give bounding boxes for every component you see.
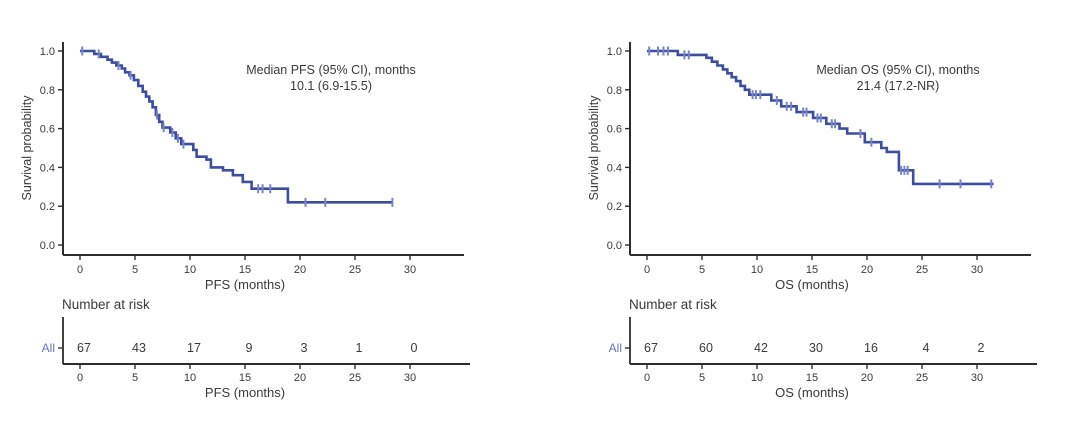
x-axis-title: PFS (months) bbox=[205, 277, 285, 292]
y-tick-label: 0.8 bbox=[607, 85, 622, 97]
risk-count: 2 bbox=[978, 341, 985, 355]
risk-count: 67 bbox=[77, 341, 91, 355]
risk-count: 60 bbox=[699, 341, 713, 355]
y-tick-label: 0.0 bbox=[607, 240, 622, 252]
risk-x-axis-title: OS (months) bbox=[775, 385, 849, 400]
risk-x-tick-label: 0 bbox=[644, 372, 650, 384]
number-at-risk-title: Number at risk bbox=[62, 297, 150, 312]
x-tick-label: 20 bbox=[294, 264, 306, 276]
risk-count: 16 bbox=[864, 341, 878, 355]
risk-x-tick-label: 30 bbox=[971, 372, 983, 384]
km-curve bbox=[80, 49, 393, 204]
x-tick-label: 30 bbox=[404, 264, 416, 276]
risk-count: 9 bbox=[246, 341, 253, 355]
y-tick-label: 1.0 bbox=[40, 46, 55, 58]
risk-x-tick-label: 0 bbox=[77, 372, 83, 384]
x-tick-label: 10 bbox=[751, 264, 763, 276]
risk-x-axis-title: PFS (months) bbox=[205, 385, 285, 400]
y-tick-label: 0.4 bbox=[607, 162, 622, 174]
y-tick-label: 0.2 bbox=[40, 201, 55, 213]
risk-x-tick-label: 5 bbox=[132, 372, 138, 384]
y-tick-label: 0.0 bbox=[40, 240, 55, 252]
risk-x-tick-label: 10 bbox=[751, 372, 763, 384]
os-chart-panel: 1.0 0.8 0.6 0.4 0.2 0.0 0 5 10 15 20 25 30 Survival p… bbox=[585, 12, 1055, 422]
y-tick-label: 0.4 bbox=[40, 162, 55, 174]
median-annotation-line2: 21.4 (17.2-NR) bbox=[857, 79, 940, 93]
risk-group-label: All bbox=[609, 341, 622, 355]
risk-x-tick-label: 30 bbox=[404, 372, 416, 384]
y-tick-label: 0.8 bbox=[40, 85, 55, 97]
x-tick-label: 15 bbox=[239, 264, 251, 276]
number-at-risk-title: Number at risk bbox=[629, 297, 717, 312]
risk-x-tick-label: 25 bbox=[916, 372, 928, 384]
x-tick-label: 25 bbox=[349, 264, 361, 276]
median-annotation-line1: Median OS (95% CI), months bbox=[816, 63, 979, 77]
risk-x-tick-label: 25 bbox=[349, 372, 361, 384]
risk-x-tick-label: 5 bbox=[699, 372, 705, 384]
x-tick-label: 0 bbox=[77, 264, 83, 276]
risk-count: 1 bbox=[356, 341, 363, 355]
risk-group-label: All bbox=[42, 341, 55, 355]
x-tick-label: 5 bbox=[699, 264, 705, 276]
risk-x-tick-label: 15 bbox=[806, 372, 818, 384]
x-tick-label: 25 bbox=[916, 264, 928, 276]
x-tick-label: 10 bbox=[184, 264, 196, 276]
y-axis-title: Survival probability bbox=[587, 95, 601, 201]
risk-x-tick-label: 10 bbox=[184, 372, 196, 384]
y-tick-label: 1.0 bbox=[607, 46, 622, 58]
risk-count: 30 bbox=[809, 341, 823, 355]
y-tick-label: 0.6 bbox=[607, 124, 622, 136]
x-tick-label: 5 bbox=[132, 264, 138, 276]
x-tick-label: 15 bbox=[806, 264, 818, 276]
risk-x-tick-label: 15 bbox=[239, 372, 251, 384]
risk-x-tick-label: 20 bbox=[294, 372, 306, 384]
risk-x-tick-label: 20 bbox=[861, 372, 873, 384]
x-tick-label: 30 bbox=[971, 264, 983, 276]
median-annotation-line1: Median PFS (95% CI), months bbox=[246, 63, 416, 77]
risk-count: 4 bbox=[923, 341, 930, 355]
x-axis-title: OS (months) bbox=[775, 277, 849, 292]
censor-ticks bbox=[648, 46, 993, 189]
y-axis-title: Survival probability bbox=[20, 95, 34, 201]
median-annotation-line2: 10.1 (6.9-15.5) bbox=[290, 79, 372, 93]
x-tick-label: 20 bbox=[861, 264, 873, 276]
pfs-chart-panel: 1.0 0.8 0.6 0.4 0.2 0.0 0 5 10 15 20 25 30 Survival p… bbox=[18, 12, 488, 422]
risk-count: 3 bbox=[301, 341, 308, 355]
y-tick-label: 0.6 bbox=[40, 124, 55, 136]
censor-ticks bbox=[81, 46, 394, 207]
risk-count: 43 bbox=[132, 341, 146, 355]
km-curve bbox=[647, 49, 994, 186]
risk-count: 0 bbox=[411, 341, 418, 355]
risk-count: 67 bbox=[644, 341, 658, 355]
x-tick-label: 0 bbox=[644, 264, 650, 276]
risk-count: 17 bbox=[187, 341, 201, 355]
risk-count: 42 bbox=[754, 341, 768, 355]
y-tick-label: 0.2 bbox=[607, 201, 622, 213]
